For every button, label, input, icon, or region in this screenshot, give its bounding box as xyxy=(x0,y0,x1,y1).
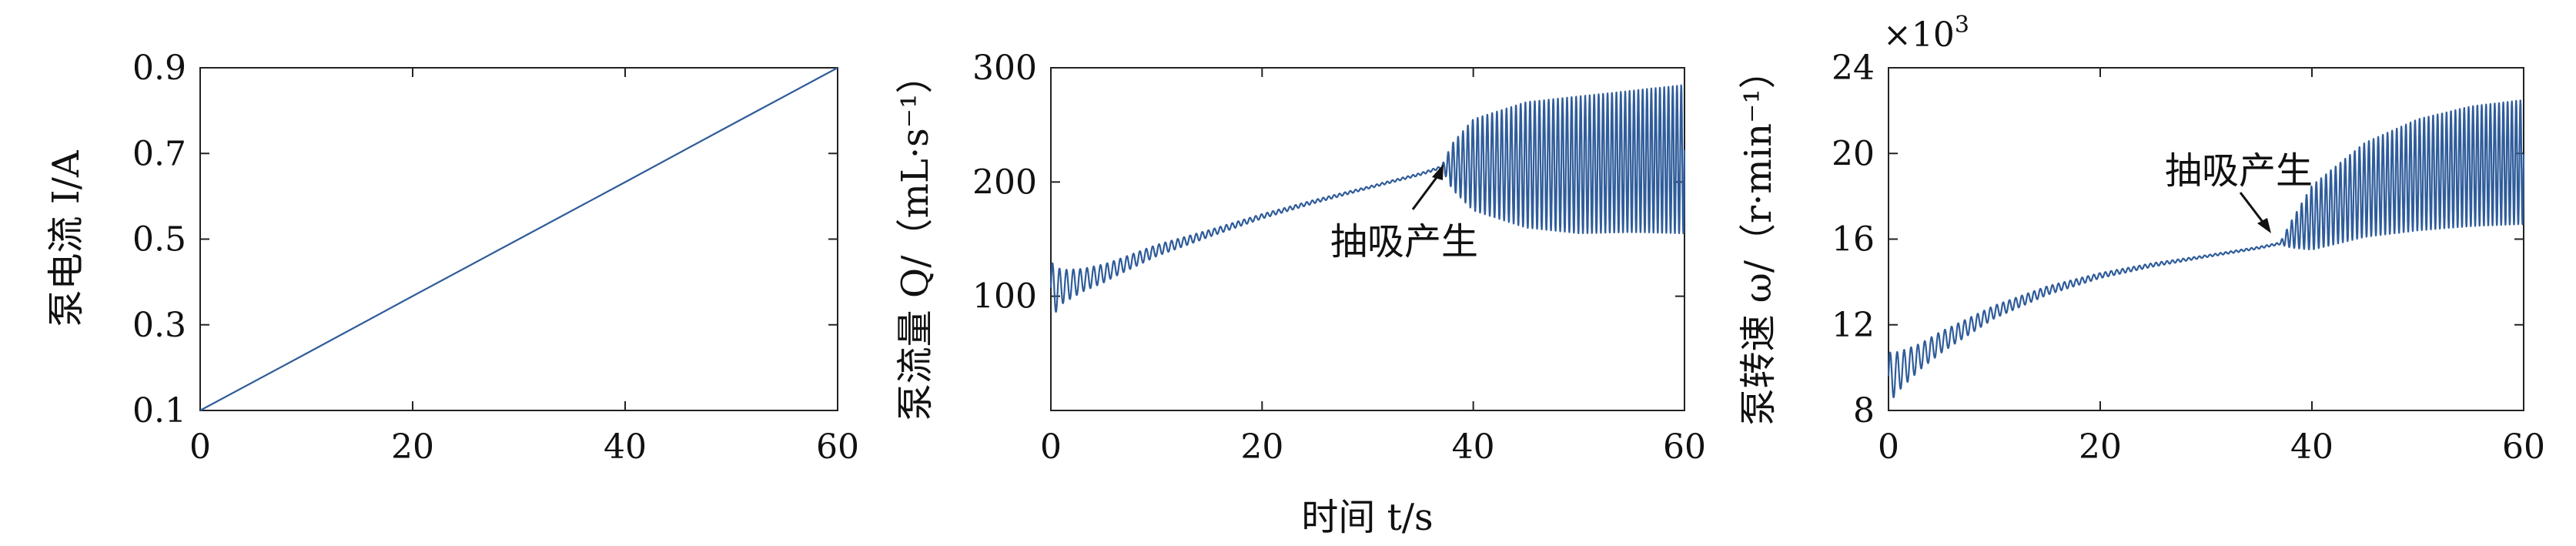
annotation: 抽吸产生 xyxy=(1330,164,1478,263)
y-axis-label-main: 泵电流 I/A xyxy=(45,149,88,327)
y-tick-label: 24 xyxy=(1832,49,1875,88)
panel-speed: 0 20 40 60 8 12 16 20 24 泵转速 ω/（r·min⁻¹） ×103 抽吸… xyxy=(1737,12,2545,467)
annotation-label: 抽吸产生 xyxy=(1330,220,1478,263)
y-tick-label: 12 xyxy=(1832,306,1875,345)
x-tick-label: 20 xyxy=(1240,427,1283,467)
x-tick-label: 60 xyxy=(2502,427,2545,467)
scale-note: ×103 xyxy=(1883,12,1969,55)
x-tick-label: 60 xyxy=(816,427,859,467)
y-tick-label: 100 xyxy=(972,277,1037,317)
y-tick-label: 0.7 xyxy=(132,134,186,173)
panel-flow: 0 20 40 60 100 200 300 泵流量 Q/（mL·s⁻¹） 抽吸产生 xyxy=(894,49,1706,467)
x-tick-label: 20 xyxy=(391,427,434,467)
annotation: 抽吸产生 xyxy=(2165,149,2313,233)
plot-frame xyxy=(1050,67,1685,411)
y-tick-label: 20 xyxy=(1832,134,1875,173)
annotation-arrowhead xyxy=(2257,218,2271,233)
ticks: 0 20 40 60 0.1 0.3 0.5 0.7 0.9 xyxy=(132,49,859,467)
y-tick-label: 0.9 xyxy=(132,49,186,88)
y-axis-label: 泵转速 ω/（r·min⁻¹） xyxy=(1737,52,1780,425)
annotation-arrow xyxy=(2239,192,2267,226)
x-tick-label: 40 xyxy=(1452,427,1495,467)
y-tick-label: 200 xyxy=(972,162,1037,202)
y-tick-label: 16 xyxy=(1832,220,1875,260)
ticks: 0 20 40 60 100 200 300 xyxy=(972,49,1706,467)
y-axis-label: 泵电流 I/A xyxy=(45,149,88,327)
series-line xyxy=(1049,84,1686,313)
series-line xyxy=(199,67,838,411)
y-tick-label: 300 xyxy=(972,49,1037,88)
panel-current: 0 20 40 60 0.1 0.3 0.5 0.7 0.9 泵电流 I/A xyxy=(45,49,859,467)
annotation-arrowhead xyxy=(1432,164,1444,180)
x-tick-label: 0 xyxy=(1040,427,1062,467)
x-tick-label: 60 xyxy=(1663,427,1706,467)
annotation-arrow xyxy=(1411,173,1441,210)
y-tick-label: 0.3 xyxy=(132,306,186,345)
y-tick-label: 0.1 xyxy=(132,391,186,430)
ticks: 0 20 40 60 8 12 16 20 24 xyxy=(1832,49,2545,467)
annotation-label: 抽吸产生 xyxy=(2165,149,2313,193)
x-tick-label: 0 xyxy=(1878,427,1899,467)
x-tick-label: 20 xyxy=(2079,427,2122,467)
y-tick-label: 8 xyxy=(1853,391,1875,430)
x-axis-label: 时间 t/s xyxy=(1301,496,1433,539)
x-tick-label: 0 xyxy=(189,427,211,467)
series-line xyxy=(1887,99,2525,399)
y-axis-label: 泵流量 Q/（mL·s⁻¹） xyxy=(894,57,937,421)
y-tick-label: 0.5 xyxy=(132,220,186,260)
scale-note-exp: 3 xyxy=(1955,12,1969,39)
x-tick-label: 40 xyxy=(2290,427,2333,467)
x-tick-label: 40 xyxy=(604,427,647,467)
scale-note-base: ×10 xyxy=(1883,15,1955,55)
